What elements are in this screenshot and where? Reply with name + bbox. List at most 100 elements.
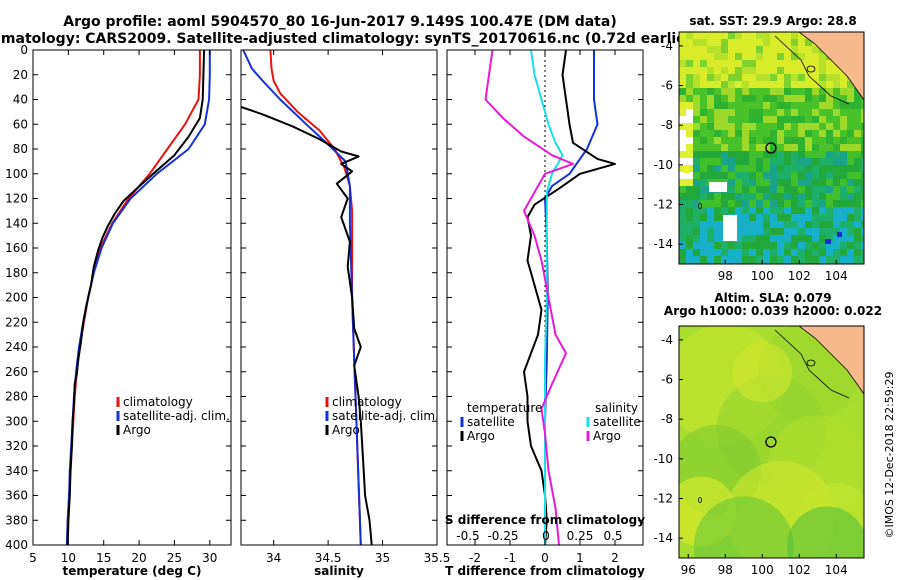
- sst-cell: [749, 158, 756, 165]
- sst-cell: [826, 221, 833, 228]
- sst-cell: [714, 46, 721, 53]
- sst-cell: [798, 67, 805, 74]
- sst-cell: [686, 256, 693, 263]
- sst-cell: [728, 137, 735, 144]
- sst-cell: [777, 179, 784, 186]
- sst-cell: [791, 95, 798, 102]
- sst-cell: [756, 193, 763, 200]
- sst-cell: [770, 116, 777, 123]
- sst-cell: [756, 228, 763, 235]
- sst-cell: [819, 53, 826, 60]
- sst-cell: [679, 137, 686, 144]
- sst-cell: [735, 95, 742, 102]
- sst-cell: [707, 228, 714, 235]
- sst-cell: [840, 74, 847, 81]
- sst-cell: [707, 144, 714, 151]
- sst-cell: [742, 60, 749, 67]
- sst-cell: [756, 39, 763, 46]
- sst-cell: [749, 88, 756, 95]
- sst-cell: [728, 165, 735, 172]
- sst-cell: [812, 158, 819, 165]
- sst-cell: [777, 235, 784, 242]
- sst-cell: [728, 116, 735, 123]
- sst-cell: [707, 88, 714, 95]
- map-y-tick-label: -12: [653, 198, 673, 212]
- sst-cell: [721, 193, 728, 200]
- sst-cell: [679, 242, 686, 249]
- sst-cell: [735, 200, 742, 207]
- series-line-argo: [241, 105, 373, 545]
- sst-cell: [679, 158, 686, 165]
- sst-cell: [840, 179, 847, 186]
- sst-cell: [805, 144, 812, 151]
- sst-cell: [770, 81, 777, 88]
- sst-cell: [777, 200, 784, 207]
- sst-cell: [679, 102, 686, 109]
- sst-cell: [728, 32, 735, 39]
- sla-anomaly-blob: [732, 342, 793, 403]
- sst-cell: [749, 228, 756, 235]
- sst-cell: [784, 95, 791, 102]
- sst-cell: [840, 116, 847, 123]
- sst-cell: [826, 249, 833, 256]
- sst-cell: [791, 144, 798, 151]
- sst-cell: [714, 214, 721, 221]
- salinity-panel: 34 34.5 35 35.5 salinity climatologysatellite…: [240, 49, 451, 578]
- sst-cell: [728, 179, 735, 186]
- sst-cell: [700, 39, 707, 46]
- sst-cell: [728, 39, 735, 46]
- sst-cell: [791, 172, 798, 179]
- x-axis-label: T difference from climatology: [445, 564, 645, 578]
- sst-cell: [826, 207, 833, 214]
- sst-cell: [756, 123, 763, 130]
- sst-cell: [784, 137, 791, 144]
- sst-cell: [770, 144, 777, 151]
- sst-cell: [819, 214, 826, 221]
- x-axis-label-secondary: S difference from climatology: [445, 513, 645, 527]
- sst-cell: [728, 151, 735, 158]
- sst-cell: [819, 144, 826, 151]
- sst-cell: [679, 179, 686, 186]
- sst-cell: [749, 81, 756, 88]
- sst-cell: [791, 249, 798, 256]
- sst-cell: [861, 179, 864, 186]
- sla-field: [679, 326, 864, 558]
- sst-cell: [784, 144, 791, 151]
- sst-cell: [679, 207, 686, 214]
- sst-cell: [791, 130, 798, 137]
- sst-cell: [693, 144, 700, 151]
- sst-cell: [707, 172, 714, 179]
- x-tick-label-secondary: 0.5: [603, 529, 622, 543]
- sst-cell: [854, 123, 861, 130]
- sst-cell: [861, 123, 864, 130]
- sst-cell: [728, 123, 735, 130]
- sst-cell: [742, 46, 749, 53]
- x-tick-label: -1: [504, 551, 516, 565]
- sst-cell: [805, 123, 812, 130]
- sst-cell: [693, 32, 700, 39]
- map-x-tick-label: 100: [751, 269, 774, 283]
- sst-cell: [679, 193, 686, 200]
- sst-cell: [826, 123, 833, 130]
- sst-cell: [833, 200, 840, 207]
- sst-cell: [798, 228, 805, 235]
- sst-cell: [693, 214, 700, 221]
- sst-cell: [721, 130, 728, 137]
- sst-cell: [819, 102, 826, 109]
- sst-cell: [840, 193, 847, 200]
- sst-cell: [847, 151, 854, 158]
- sst-cell: [847, 95, 854, 102]
- x-tick-label: 15: [96, 551, 111, 565]
- sst-cell: [784, 200, 791, 207]
- sst-cell: [833, 102, 840, 109]
- sst-cell: [861, 235, 864, 242]
- sst-cell: [854, 256, 861, 263]
- sst-cell: [686, 158, 693, 165]
- sst-cell: [756, 95, 763, 102]
- series-line-satellite-adj-clim-: [242, 50, 362, 545]
- sst-cell: [805, 46, 812, 53]
- sst-cell: [798, 165, 805, 172]
- x-tick-label: 35.5: [424, 551, 451, 565]
- sst-cell: [756, 158, 763, 165]
- x-axis-label: temperature (deg C): [63, 564, 202, 578]
